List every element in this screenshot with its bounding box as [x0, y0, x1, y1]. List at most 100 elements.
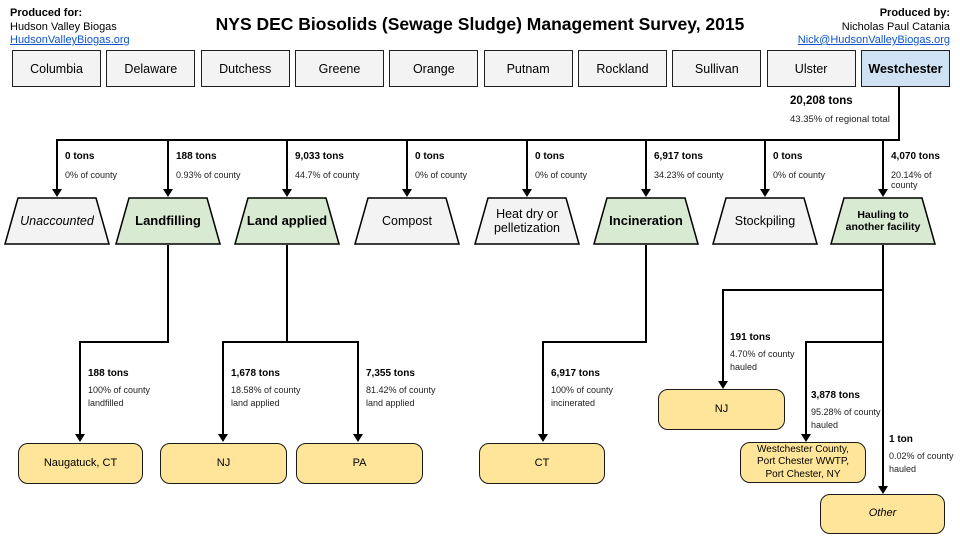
page-title: NYS DEC Biosolids (Sewage Sludge) Manage… [215, 14, 745, 34]
connector-line [167, 245, 169, 342]
flow-tons: 188 tons [88, 368, 129, 379]
destination-ct: CT [479, 443, 605, 484]
county-dutchess: Dutchess [200, 50, 290, 87]
connector-line [645, 139, 647, 190]
flow-label-hauled-nj: 191 tons 4.70% of county hauled [730, 332, 812, 374]
branch-label-heat-dry: 0 tons 0% of county [535, 151, 635, 180]
destination-nj-land-applied: NJ [160, 443, 287, 484]
method-label: Incineration [609, 212, 683, 228]
destination-pa: PA [296, 443, 423, 484]
method-unaccounted: Unaccounted [4, 197, 110, 245]
produced-by-link[interactable]: Nick@HudsonValleyBiogas.org [797, 34, 950, 46]
arrowhead-icon [163, 189, 173, 197]
branch-share: 0% of county [773, 170, 826, 180]
county-orange: Orange [389, 50, 479, 87]
method-label: Unaccounted [20, 213, 94, 228]
method-label: Landfilling [135, 212, 201, 228]
branch-label-unaccounted: 0 tons 0% of county [65, 151, 165, 180]
produced-for-link[interactable]: HudsonValleyBiogas.org [10, 34, 130, 46]
connector-line [56, 139, 58, 190]
connector-line [764, 139, 766, 190]
branch-tons: 0 tons [65, 151, 95, 162]
branch-label-incineration: 6,917 tons 34.23% of county [654, 151, 754, 180]
arrowhead-icon [718, 381, 728, 389]
produced-by-label: Produced by: [879, 7, 950, 19]
arrowhead-icon [878, 486, 888, 494]
method-land-applied: Land applied [234, 197, 340, 245]
flow-label-incinerated: 6,917 tons 100% of county incinerated [551, 368, 637, 410]
method-label: Land applied [246, 212, 328, 228]
connector-line [79, 341, 169, 343]
flow-share: 4.70% of county hauled [730, 349, 795, 373]
county-delaware: Delaware [106, 50, 196, 87]
destination-other: Other [820, 494, 945, 534]
connector-line [805, 341, 807, 434]
arrowhead-icon [75, 434, 85, 442]
county-row: Columbia Delaware Dutchess Greene Orange… [12, 50, 950, 87]
destination-westchester-port-chester: Westchester County, Port Chester WWTP, P… [740, 442, 866, 483]
county-putnam: Putnam [483, 50, 573, 87]
method-label: Compost [381, 213, 433, 228]
branch-tons: 6,917 tons [654, 151, 703, 162]
arrowhead-icon [52, 189, 62, 197]
county-greene: Greene [294, 50, 384, 87]
flow-share: 81.42% of county land applied [366, 385, 436, 409]
arrowhead-icon [282, 189, 292, 197]
branch-share: 0% of county [65, 170, 118, 180]
flow-tons: 191 tons [730, 332, 771, 343]
connector-line [882, 139, 884, 190]
county-rockland: Rockland [577, 50, 667, 87]
flow-label-hauled-other: 1 ton 0.02% of county hauled [889, 434, 959, 476]
flow-tons: 6,917 tons [551, 368, 600, 379]
branch-share: 34.23% of county [654, 170, 724, 180]
flow-share: 0.02% of county hauled [889, 451, 954, 475]
flow-share: 100% of county landfilled [88, 385, 151, 409]
destination-naugatuck-ct: Naugatuck, CT [18, 443, 143, 484]
flow-tons: 7,355 tons [366, 368, 415, 379]
connector-line [526, 139, 528, 190]
county-total-tons: 20,208 tons [790, 95, 853, 107]
produced-for-name: Hudson Valley Biogas [10, 20, 117, 33]
connector-line [286, 139, 288, 190]
connector-line [79, 341, 81, 435]
branch-label-compost: 0 tons 0% of county [415, 151, 515, 180]
flow-tons: 1 ton [889, 434, 913, 445]
method-heat-dry: Heat dry or pelletization [474, 197, 580, 245]
county-total-label: 20,208 tons 43.35% of regional total [790, 95, 950, 125]
flow-tons: 3,878 tons [811, 390, 860, 401]
method-label: Hauling to another facility [845, 208, 921, 233]
connector-line [222, 341, 359, 343]
branch-tons: 9,033 tons [295, 151, 344, 162]
connector-line [805, 341, 884, 343]
branch-tons: 0 tons [773, 151, 803, 162]
branch-label-land-applied: 9,033 tons 44.7% of county [295, 151, 395, 180]
connector-line [898, 87, 900, 140]
flow-label-land-applied-nj: 1,678 tons 18.58% of county land applied [231, 368, 317, 410]
branch-share: 0.93% of county [176, 170, 241, 180]
arrowhead-icon [218, 434, 228, 442]
branch-share: 0% of county [415, 170, 468, 180]
destination-nj-hauled: NJ [658, 389, 785, 430]
method-compost: Compost [354, 197, 460, 245]
branch-label-stockpiling: 0 tons 0% of county [773, 151, 873, 180]
method-label: Heat dry or pelletization [493, 206, 560, 235]
flow-label-landfilled: 188 tons 100% of county landfilled [88, 368, 170, 410]
method-stockpiling: Stockpiling [712, 197, 818, 245]
method-landfilling: Landfilling [115, 197, 221, 245]
arrowhead-icon [522, 189, 532, 197]
connector-line [286, 245, 288, 342]
connector-line [722, 289, 884, 291]
produced-by-block: Produced by: Nicholas Paul Catania Nick@… [720, 7, 950, 48]
connector-line [645, 245, 647, 342]
flow-tons: 1,678 tons [231, 368, 280, 379]
arrowhead-icon [641, 189, 651, 197]
county-total-share: 43.35% of regional total [790, 114, 890, 125]
connector-line [882, 245, 884, 487]
connector-line [542, 341, 544, 435]
branch-share: 0% of county [535, 170, 588, 180]
produced-for-block: Produced for: Hudson Valley Biogas Hudso… [10, 7, 220, 48]
branch-share: 20.14% of county [891, 170, 932, 190]
arrowhead-icon [538, 434, 548, 442]
arrowhead-icon [402, 189, 412, 197]
produced-for-label: Produced for: [10, 7, 83, 19]
